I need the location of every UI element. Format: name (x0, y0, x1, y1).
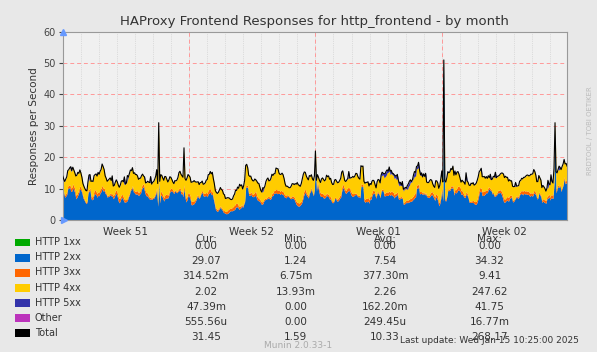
Text: 1.24: 1.24 (284, 256, 307, 266)
Text: 162.20m: 162.20m (362, 302, 408, 312)
Text: 314.52m: 314.52m (183, 271, 229, 281)
Text: 0.00: 0.00 (284, 241, 307, 251)
Text: 29.07: 29.07 (191, 256, 221, 266)
Text: 47.39m: 47.39m (186, 302, 226, 312)
Text: 31.45: 31.45 (191, 332, 221, 342)
Text: Last update: Wed Jan 15 10:25:00 2025: Last update: Wed Jan 15 10:25:00 2025 (400, 336, 579, 345)
Text: HTTP 3xx: HTTP 3xx (35, 268, 81, 277)
Text: Other: Other (35, 313, 62, 323)
Text: 249.45u: 249.45u (364, 317, 407, 327)
Text: Cur:: Cur: (195, 234, 217, 244)
Text: Week 02: Week 02 (482, 227, 527, 237)
Text: 10.33: 10.33 (370, 332, 400, 342)
Y-axis label: Responses per Second: Responses per Second (29, 67, 39, 185)
Text: 6.75m: 6.75m (279, 271, 312, 281)
Text: Week 01: Week 01 (356, 227, 401, 237)
Text: Week 51: Week 51 (103, 227, 148, 237)
Text: 34.32: 34.32 (475, 256, 504, 266)
Text: 41.75: 41.75 (475, 302, 504, 312)
Text: Total: Total (35, 328, 57, 338)
Text: Avg:: Avg: (374, 234, 396, 244)
Text: 268.17: 268.17 (471, 332, 508, 342)
Text: 377.30m: 377.30m (362, 271, 408, 281)
Text: Week 52: Week 52 (229, 227, 275, 237)
Text: HTTP 5xx: HTTP 5xx (35, 298, 81, 308)
Text: Munin 2.0.33-1: Munin 2.0.33-1 (264, 341, 333, 350)
Text: Min:: Min: (284, 234, 307, 244)
Text: 1.59: 1.59 (284, 332, 307, 342)
Text: HTTP 1xx: HTTP 1xx (35, 237, 81, 247)
Text: 0.00: 0.00 (478, 241, 501, 251)
Text: 16.77m: 16.77m (469, 317, 510, 327)
Text: 555.56u: 555.56u (184, 317, 227, 327)
Text: HTTP 2xx: HTTP 2xx (35, 252, 81, 262)
Text: HTTP 4xx: HTTP 4xx (35, 283, 81, 293)
Text: 9.41: 9.41 (478, 271, 501, 281)
Text: Max:: Max: (477, 234, 502, 244)
Text: 0.00: 0.00 (374, 241, 396, 251)
Text: 247.62: 247.62 (471, 287, 508, 296)
Text: RRDTOOL / TOBI OETIKER: RRDTOOL / TOBI OETIKER (587, 86, 593, 175)
Text: 7.54: 7.54 (374, 256, 396, 266)
Text: 2.26: 2.26 (374, 287, 396, 296)
Text: 2.02: 2.02 (195, 287, 217, 296)
Text: 0.00: 0.00 (284, 317, 307, 327)
Text: 0.00: 0.00 (284, 302, 307, 312)
Title: HAProxy Frontend Responses for http_frontend - by month: HAProxy Frontend Responses for http_fron… (121, 15, 509, 28)
Text: 0.00: 0.00 (195, 241, 217, 251)
Text: 13.93m: 13.93m (275, 287, 316, 296)
